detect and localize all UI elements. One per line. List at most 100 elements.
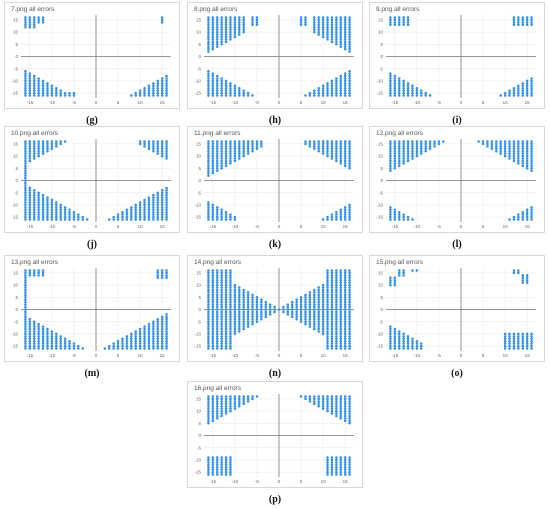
data-point (326, 84, 329, 88)
data-point (397, 152, 401, 155)
data-point (50, 210, 54, 214)
data-point (215, 33, 219, 36)
caption-m: (m) (84, 368, 100, 379)
data-point (207, 347, 210, 350)
data-point (160, 86, 164, 90)
data-point (343, 276, 347, 280)
data-point (521, 164, 525, 168)
data-point (393, 344, 397, 348)
data-point (343, 84, 347, 88)
data-point (233, 404, 237, 408)
data-point (348, 25, 351, 29)
data-point (517, 145, 520, 148)
data-point (406, 342, 410, 345)
data-point (220, 145, 223, 148)
data-point (207, 94, 210, 97)
data-point (326, 16, 329, 19)
data-point (46, 201, 49, 204)
y-tick-label: 5 (198, 42, 201, 47)
data-point (495, 147, 498, 151)
data-point (321, 404, 325, 408)
data-point (343, 89, 347, 92)
data-point (32, 94, 36, 97)
data-point (521, 281, 525, 284)
data-point (406, 344, 410, 348)
data-point (335, 159, 338, 163)
data-point (517, 342, 520, 345)
data-point (50, 218, 54, 221)
data-point (525, 210, 529, 214)
data-point (160, 332, 164, 336)
data-point (339, 473, 343, 476)
data-point (238, 28, 241, 31)
data-point (220, 38, 223, 41)
data-point (238, 86, 241, 90)
data-point (59, 339, 62, 343)
data-point (348, 74, 351, 78)
data-point (530, 337, 533, 341)
data-point (215, 152, 219, 155)
data-point (233, 142, 237, 146)
data-point (156, 322, 160, 326)
data-point (165, 271, 168, 275)
data-point (313, 313, 316, 316)
data-point (343, 402, 347, 406)
data-point (233, 86, 237, 90)
data-point (207, 38, 210, 41)
data-point (156, 84, 160, 88)
data-point (335, 21, 338, 24)
data-point (134, 213, 137, 216)
data-point (525, 82, 529, 85)
data-point (211, 303, 215, 306)
x-tick-label: -10 (232, 353, 239, 358)
data-point (207, 283, 210, 287)
data-point (143, 203, 146, 207)
data-point (313, 397, 316, 401)
data-point (326, 276, 329, 280)
data-point (348, 82, 351, 85)
data-point (326, 142, 329, 146)
data-point (402, 91, 405, 95)
data-point (343, 332, 347, 336)
data-point (317, 298, 320, 301)
data-point (530, 342, 533, 345)
data-point (321, 407, 325, 410)
data-point (24, 184, 27, 187)
data-point (397, 82, 401, 85)
data-point (138, 339, 142, 343)
data-point (50, 208, 54, 212)
data-point (165, 315, 168, 319)
data-point (24, 21, 27, 24)
data-point (330, 91, 334, 95)
data-point (521, 152, 525, 155)
data-point (103, 347, 107, 350)
data-point (220, 325, 223, 328)
data-point (233, 407, 237, 410)
data-point (402, 23, 405, 27)
data-point (215, 305, 219, 309)
y-tick-label: -15 (376, 215, 383, 220)
data-point (68, 347, 71, 350)
data-point (326, 82, 329, 85)
data-point (299, 18, 303, 22)
data-point (335, 397, 338, 401)
data-point (525, 157, 529, 160)
data-point (255, 300, 259, 304)
data-point (220, 296, 223, 299)
data-point (339, 269, 343, 272)
data-point (503, 147, 507, 151)
data-point (402, 335, 405, 338)
data-point (397, 18, 401, 22)
data-point (160, 201, 164, 204)
data-point (348, 276, 351, 280)
x-tick-label: 15 (343, 479, 349, 484)
data-point (525, 149, 529, 153)
data-point (152, 201, 155, 204)
data-point (28, 342, 32, 345)
data-point (134, 218, 137, 221)
data-point (116, 213, 120, 216)
data-point (308, 315, 312, 319)
data-point (160, 322, 164, 326)
data-point (260, 313, 263, 316)
data-point (160, 189, 164, 192)
